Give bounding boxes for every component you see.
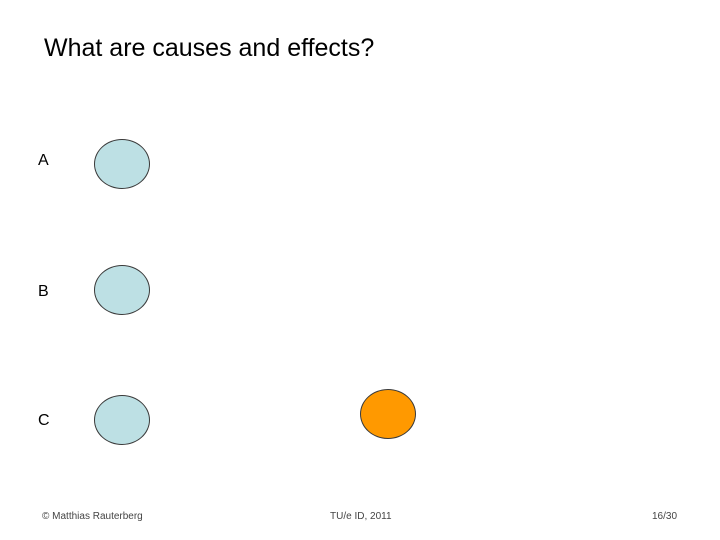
row-label-c: C <box>38 412 50 429</box>
page-title: What are causes and effects? <box>44 34 375 62</box>
effect-node <box>360 389 416 439</box>
row-label-a: A <box>38 152 49 169</box>
footer-course: TU/e ID, 2011 <box>330 511 392 522</box>
cause-node-c <box>94 395 150 445</box>
cause-node-b <box>94 265 150 315</box>
cause-node-a <box>94 139 150 189</box>
row-label-b: B <box>38 283 49 300</box>
footer-page-number: 16/30 <box>652 511 678 522</box>
footer-author: © Matthias Rauterberg <box>42 511 143 522</box>
